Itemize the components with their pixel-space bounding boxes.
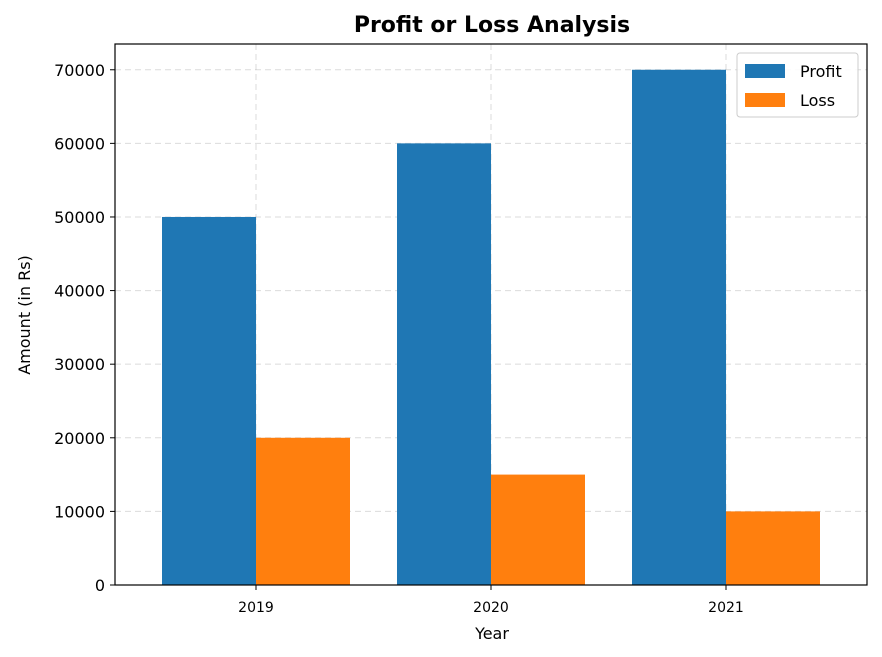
bar-profit-2020 — [397, 143, 491, 585]
x-axis-label: Year — [474, 624, 509, 643]
bar-profit-2021 — [632, 69, 726, 585]
bar-loss-2019 — [256, 437, 350, 585]
legend-label-profit: Profit — [800, 62, 842, 81]
y-tick-label: 30000 — [54, 355, 105, 374]
axes-layer: 0 10000 20000 30000 40000 50000 60000 70000 2019… — [54, 43, 868, 616]
y-tick-label: 60000 — [54, 134, 105, 153]
chart-title: Profit or Loss Analysis — [354, 13, 630, 38]
x-tick-label: 2021 — [708, 600, 744, 616]
legend-swatch-profit — [745, 64, 785, 78]
y-tick-label: 50000 — [54, 208, 105, 227]
legend-swatch-loss — [745, 93, 785, 107]
bars-layer — [162, 69, 820, 586]
y-axis-label: Amount (in Rs) — [15, 255, 34, 375]
legend-label-loss: Loss — [800, 91, 835, 110]
y-tick-label: 70000 — [54, 61, 105, 80]
bar-profit-2019 — [162, 216, 256, 586]
legend: Profit Loss — [736, 52, 859, 118]
bar-loss-2020 — [491, 474, 585, 585]
y-tick-label: 0 — [95, 576, 105, 595]
y-tick-label: 40000 — [54, 282, 105, 301]
plot-frame — [114, 43, 868, 586]
x-tick-label: 2020 — [473, 600, 509, 616]
y-tick-label: 20000 — [54, 429, 105, 448]
y-tick-label: 10000 — [54, 502, 105, 521]
x-tick-label: 2019 — [238, 600, 274, 616]
bar-loss-2021 — [726, 511, 820, 585]
